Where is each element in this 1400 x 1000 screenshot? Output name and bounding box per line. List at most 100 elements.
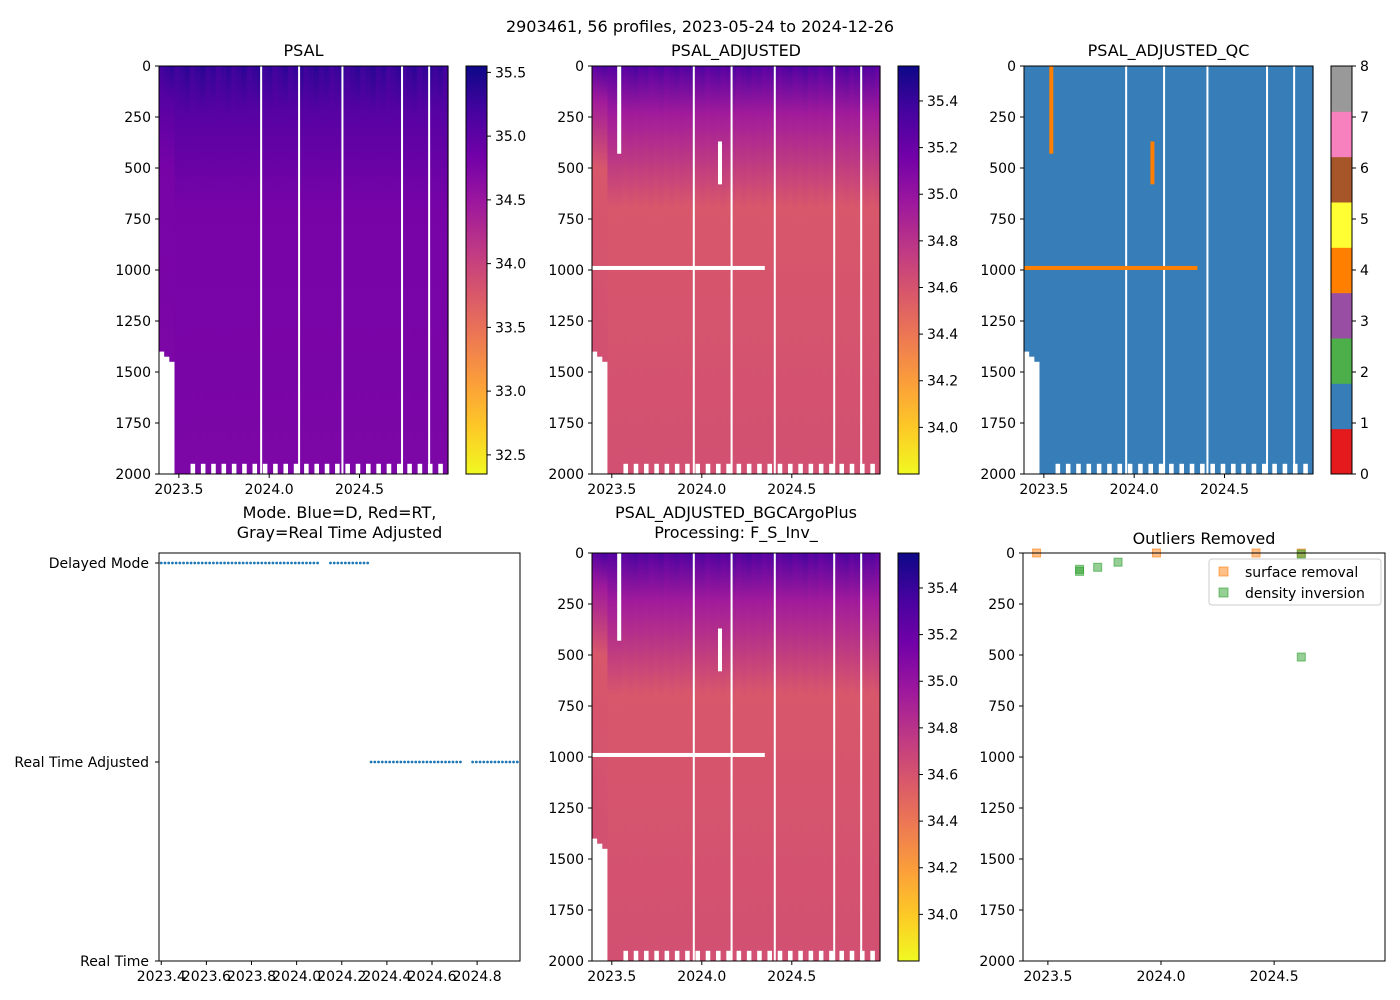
x-tick-label: 2024.0 bbox=[677, 482, 726, 498]
salinity-column bbox=[689, 553, 696, 961]
x-tick-label: 2023.5 bbox=[1019, 482, 1068, 498]
salinity-column bbox=[818, 66, 825, 464]
axes-frame bbox=[1022, 552, 1386, 962]
mode-point bbox=[223, 561, 226, 565]
y-tick-label: 1000 bbox=[548, 750, 584, 766]
salinity-column bbox=[308, 66, 315, 474]
qc-column bbox=[1189, 66, 1195, 464]
data-gap bbox=[833, 66, 836, 474]
colorbar-tick-label: 34.4 bbox=[927, 814, 958, 830]
mode-point bbox=[308, 561, 312, 565]
mode-point bbox=[260, 561, 264, 565]
qc-column bbox=[1142, 66, 1149, 474]
salinity-column bbox=[628, 66, 634, 474]
mode-point bbox=[403, 760, 406, 764]
salinity-column bbox=[189, 66, 196, 464]
mode-point bbox=[418, 760, 421, 764]
y-tick-label: 500 bbox=[557, 161, 584, 177]
qc-column bbox=[1070, 66, 1077, 474]
mode-point bbox=[163, 561, 167, 565]
x-tick-label: 2024.5 bbox=[767, 482, 816, 498]
salinity-column bbox=[802, 553, 809, 961]
axes-bg bbox=[159, 553, 520, 961]
y-tick-label: 1000 bbox=[979, 750, 1015, 766]
salinity-column bbox=[159, 66, 165, 352]
legend-label: surface removal bbox=[1245, 565, 1358, 581]
salinity-column bbox=[674, 66, 681, 464]
mode-point bbox=[312, 561, 316, 565]
salinity-column bbox=[736, 553, 742, 951]
salinity-column bbox=[787, 553, 794, 951]
mode-point bbox=[297, 561, 301, 565]
y-category-label: Real Time Adjusted bbox=[14, 755, 149, 771]
salinity-column bbox=[674, 553, 681, 951]
colorbar-tick-label: 34.8 bbox=[927, 234, 958, 250]
salinity-column bbox=[272, 66, 279, 464]
qc-column bbox=[1287, 66, 1293, 474]
salinity-column bbox=[730, 553, 737, 961]
salinity-column bbox=[782, 66, 789, 474]
mode-point bbox=[429, 760, 433, 764]
y-tick-label: 750 bbox=[988, 699, 1015, 715]
salinity-column bbox=[823, 66, 830, 474]
mode-point bbox=[343, 561, 347, 565]
colorbar-segment bbox=[1331, 66, 1352, 112]
y-tick-label: 750 bbox=[557, 212, 584, 228]
colorbar-gradient bbox=[466, 66, 487, 474]
salinity-column bbox=[617, 553, 624, 961]
mode-point bbox=[171, 561, 174, 565]
salinity-column bbox=[844, 66, 850, 474]
data-gap bbox=[860, 553, 863, 961]
salinity-column bbox=[427, 66, 434, 464]
outlier-point bbox=[1296, 652, 1306, 662]
salinity-column bbox=[324, 66, 330, 464]
removed-segment bbox=[718, 628, 722, 672]
mode-point bbox=[515, 760, 519, 764]
panel-title: PSAL_ADJUSTED_QC bbox=[1088, 41, 1250, 61]
salinity-column bbox=[844, 553, 850, 961]
mode-point bbox=[410, 760, 414, 764]
salinity-column bbox=[391, 66, 397, 474]
qc-column bbox=[1054, 66, 1061, 464]
colorbar-tick-label: 34.8 bbox=[927, 721, 958, 737]
mode-point bbox=[264, 561, 267, 565]
qc-column bbox=[1245, 66, 1252, 474]
colorbar-frame bbox=[897, 65, 920, 475]
salinity-column bbox=[648, 66, 655, 474]
qc-column bbox=[1261, 66, 1268, 464]
mode-point bbox=[366, 561, 370, 565]
mode-point bbox=[197, 561, 200, 565]
mode-point bbox=[425, 760, 429, 764]
mode-point bbox=[399, 760, 403, 764]
mode-point bbox=[204, 561, 208, 565]
salinity-column bbox=[833, 553, 840, 961]
flag4-profile bbox=[1049, 66, 1054, 154]
salinity-column bbox=[442, 66, 449, 474]
data-gap bbox=[1293, 66, 1296, 474]
colorbar-tick-label: 35.2 bbox=[927, 141, 958, 157]
mode-point bbox=[432, 760, 436, 764]
mode-point bbox=[358, 561, 362, 565]
x-tick-label: 2024.8 bbox=[453, 969, 502, 985]
salinity-column bbox=[365, 66, 372, 464]
qc-column bbox=[1282, 66, 1288, 464]
y-tick-label: 1750 bbox=[979, 903, 1015, 919]
y-tick-label: 0 bbox=[142, 59, 151, 75]
panel-psal: PSAL 0 250 500 750 1000 1250 1500 1750 20002023.5… bbox=[115, 41, 526, 498]
y-tick-label: 500 bbox=[989, 161, 1016, 177]
y-tick-label: 1250 bbox=[980, 314, 1016, 330]
y-tick-label: 750 bbox=[124, 212, 151, 228]
mode-point bbox=[451, 760, 455, 764]
mode-point bbox=[336, 561, 340, 565]
y-tick-label: 750 bbox=[989, 212, 1016, 228]
colorbar-segment bbox=[1331, 202, 1352, 248]
data-gap bbox=[298, 66, 301, 474]
salinity-column bbox=[869, 66, 876, 464]
x-tick-label: 2024.0 bbox=[1110, 482, 1159, 498]
data-gap bbox=[773, 553, 776, 961]
colorbar-segment bbox=[1331, 156, 1352, 203]
panel-title-line2: Gray=Real Time Adjusted bbox=[237, 523, 443, 542]
mode-point bbox=[508, 760, 512, 764]
mode-point bbox=[347, 561, 351, 565]
legend-marker bbox=[1218, 566, 1229, 577]
